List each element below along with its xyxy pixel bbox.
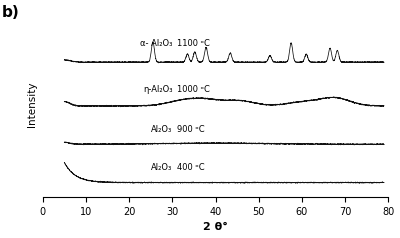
- Text: 400 ᵒC: 400 ᵒC: [177, 163, 204, 172]
- X-axis label: 2 θ°: 2 θ°: [203, 223, 228, 233]
- Text: b): b): [1, 5, 19, 20]
- Text: 900 ᵒC: 900 ᵒC: [177, 125, 204, 134]
- Text: Al₂O₃: Al₂O₃: [151, 125, 172, 134]
- Text: η-Al₂O₃: η-Al₂O₃: [143, 85, 172, 94]
- Text: α- Al₂O₃: α- Al₂O₃: [140, 39, 172, 48]
- Text: 1000 ᵒC: 1000 ᵒC: [177, 85, 210, 94]
- Text: 1100 ᵒC: 1100 ᵒC: [177, 39, 210, 48]
- Text: Al₂O₃: Al₂O₃: [151, 163, 172, 172]
- Y-axis label: Intensity: Intensity: [27, 81, 37, 127]
